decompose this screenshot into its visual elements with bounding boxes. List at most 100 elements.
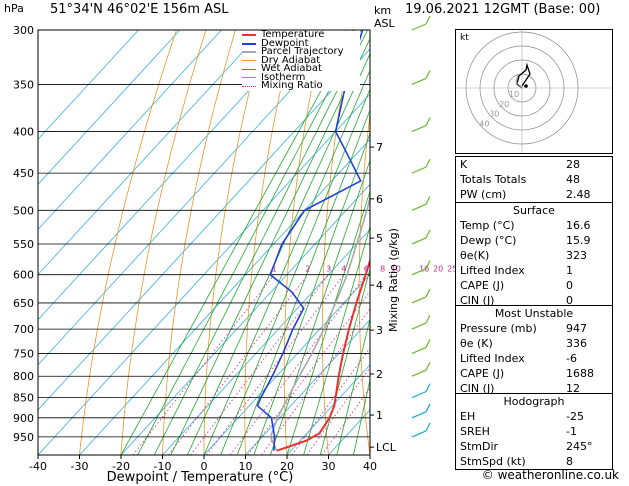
x-tick-label: -20 (112, 460, 130, 473)
wind-barb (411, 268, 427, 276)
mixing-ratio-label: 25 (447, 265, 457, 274)
row-label: θe (K) (460, 337, 493, 350)
row-value: 947 (566, 322, 587, 335)
row-label: Lifted Index (460, 264, 525, 277)
wet-adiabat-line (137, 30, 362, 455)
wind-barb-flag (425, 288, 431, 298)
legend-swatch (242, 42, 256, 45)
isotherm-line (203, 273, 370, 455)
mixing-ratio-label: 1 (272, 265, 277, 274)
x-axis-label: Dewpoint / Temperature (°C) (107, 470, 294, 485)
mixing-ratio-label: 6 (364, 265, 369, 274)
dry-adiabat-line (120, 30, 207, 455)
mixing-ratio-label: 2 (305, 265, 310, 274)
legend-item: Isotherm (242, 72, 360, 83)
hodograph-ring-label: 30 (489, 110, 499, 119)
row-value: 323 (566, 249, 587, 262)
row-label: Lifted Index (460, 352, 525, 365)
table-row: PW (cm) 2.48 (456, 187, 612, 202)
indices-table: K 28 Totals Totals 48 PW (cm) 2.48 (455, 156, 613, 203)
wet-adiabat-line (303, 225, 370, 455)
wind-barb-flag (425, 70, 431, 79)
mixing-ratio-label: 20 (433, 265, 443, 274)
wind-barb-flag (425, 422, 431, 432)
wind-barb (411, 346, 427, 355)
legend-label: Mixing Ratio (261, 80, 323, 91)
isotherm-line (38, 30, 264, 276)
mixing-ratio-line (306, 367, 370, 455)
row-value: 0 (566, 294, 573, 307)
wind-barb (411, 77, 427, 85)
km-tick-label: 2 (376, 368, 383, 381)
isotherm-line (38, 30, 305, 321)
table-row: StmSpd (kt) 8 (456, 454, 612, 469)
x-tick-label: -40 (29, 460, 47, 473)
mixing-ratio-line (190, 274, 329, 455)
wind-barb-flag (425, 361, 431, 371)
table-row: θe(K) 323 (456, 248, 612, 263)
row-value: 16.6 (566, 219, 591, 232)
wind-barb-flag (425, 15, 431, 25)
km-tick-label: 1 (376, 409, 383, 422)
table-row: Temp (°C) 16.6 (456, 218, 612, 233)
row-label: Dewp (°C) (460, 234, 517, 247)
table-row: StmDir 245° (456, 439, 612, 454)
row-value: 0 (566, 279, 573, 292)
wind-barb (411, 391, 427, 399)
legend-label: Parcel Trajectory (261, 46, 344, 57)
hodograph-ring-label: 40 (479, 120, 489, 129)
pressure-tick-label: 400 (13, 126, 34, 139)
hodograph-table: Hodograph EH -25 SREH -1 StmDir 245° StmSpd (k… (455, 393, 613, 470)
most-unstable-table: Most Unstable Pressure (mb) 947 θe (K) 336 L… (455, 305, 613, 397)
row-value: 1 (566, 264, 573, 277)
row-label: K (460, 158, 468, 171)
wet-adiabat-line (353, 377, 370, 455)
wind-barb (411, 411, 427, 419)
row-label: StmDir (460, 440, 499, 453)
row-label: CAPE (J) (460, 279, 505, 292)
table-row: θe (K) 336 (456, 336, 612, 351)
wet-adiabat-line (253, 132, 370, 455)
km-unit: km (374, 4, 392, 17)
copyright-footer: © weatheronline.co.uk (481, 468, 619, 482)
hodograph-gray-trace (515, 73, 523, 89)
km-tick-label: LCL (376, 441, 397, 454)
pressure-tick-label: 550 (13, 238, 34, 251)
x-tick-label: -30 (71, 460, 89, 473)
x-tick-label: 20 (280, 460, 294, 473)
isotherm-line (38, 30, 181, 185)
surface-table: Surface Temp (°C) 16.6 Dewp (°C) 15.9 θe(K) 3… (455, 202, 613, 309)
row-label: Temp (°C) (460, 219, 515, 232)
x-tick-label: -10 (154, 460, 172, 473)
legend-item: Temperature (242, 30, 360, 40)
table-row: Pressure (mb) 947 (456, 321, 612, 336)
mixing-ratio-line (247, 290, 370, 455)
wind-barb (411, 203, 427, 211)
row-value: 336 (566, 337, 587, 350)
mixing-ratio-line (261, 308, 370, 455)
legend: Temperature Dewpoint Parcel Trajectory Dry … (242, 30, 360, 91)
x-tick-label: 40 (363, 460, 377, 473)
legend-swatch (242, 60, 256, 62)
most-unstable-title: Most Unstable (494, 307, 574, 320)
dry-adiabat-line (618, 30, 629, 455)
km-tick-label: 7 (376, 141, 383, 154)
legend-item: Parcel Trajectory (242, 46, 360, 57)
wind-barb-flag (425, 383, 431, 392)
table-row: Lifted Index -6 (456, 351, 612, 366)
wind-barb-flag (425, 158, 431, 168)
wind-barb (411, 322, 427, 330)
wind-barb (411, 430, 427, 438)
row-value: 12 (566, 382, 580, 395)
legend-swatch (242, 68, 256, 70)
legend-label: Wet Adiabat (261, 63, 322, 74)
pressure-tick-label: 900 (13, 412, 34, 425)
legend-label: Dewpoint (261, 37, 309, 49)
hodograph-unit-label: kt (460, 33, 469, 43)
km-tick-label: 3 (376, 324, 383, 337)
pressure-tick-label: 750 (13, 347, 34, 360)
row-label: θe(K) (460, 249, 490, 262)
dry-adiabat-line (162, 30, 236, 455)
wind-barb-flag (425, 229, 431, 239)
